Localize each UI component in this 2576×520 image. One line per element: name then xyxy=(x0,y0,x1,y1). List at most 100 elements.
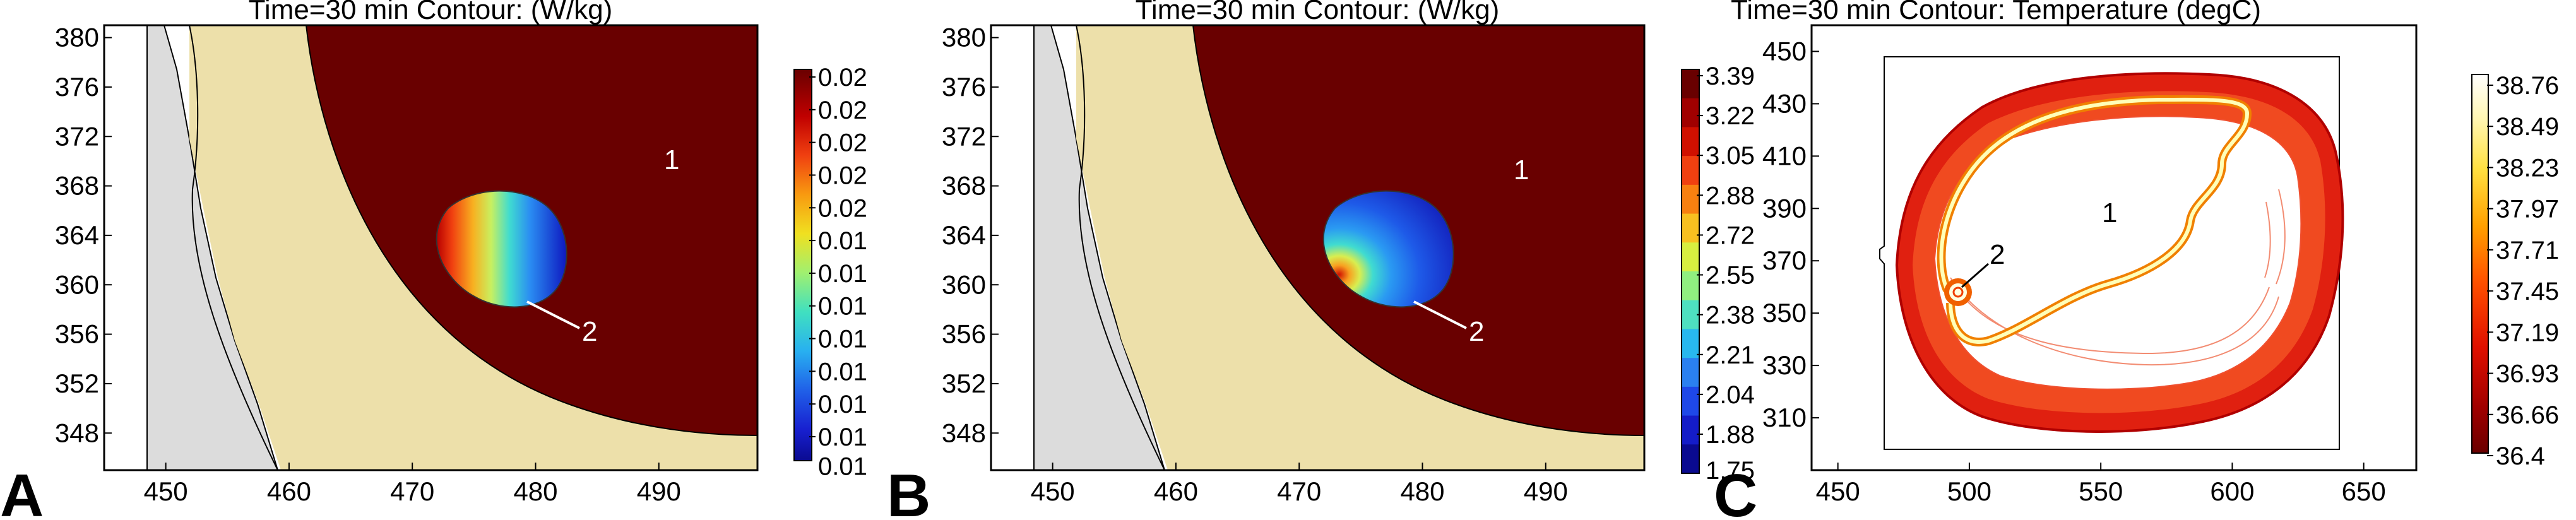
colorbar-step xyxy=(1682,242,1699,272)
panel-b: Time=30 min Contour: (W/kg) 1 2 450 460 47… xyxy=(887,0,1755,520)
colorbar-step xyxy=(1682,300,1699,329)
panel-b-tissue-lower xyxy=(1193,25,1644,470)
y-tick-label: 348 xyxy=(55,418,99,447)
colorbar-step xyxy=(1682,98,1699,127)
panel-a-colorbar-labels: 0.020.020.020.020.020.010.010.010.010.01… xyxy=(809,64,867,481)
panel-c-contour-1 xyxy=(1950,277,2279,366)
colorbar-label: 36.93 xyxy=(2496,360,2559,388)
colorbar-step xyxy=(1682,127,1699,157)
x-tick-label: 490 xyxy=(1524,476,1568,506)
colorbar-label: 0.02 xyxy=(818,97,867,124)
colorbar-step xyxy=(1682,415,1699,445)
panel-a-tissue-lower xyxy=(306,25,757,470)
panel-a-axes: 450 460 470 480 490 348 352 356 360 364 368 372 376 3… xyxy=(55,23,681,506)
y-tick-label: 368 xyxy=(942,171,986,201)
panel-a-region-label-1: 1 xyxy=(664,145,679,175)
panel-b-region-label-1: 1 xyxy=(1514,155,1529,186)
colorbar-step xyxy=(1682,184,1699,215)
panel-b-tissue-region xyxy=(1076,25,1193,470)
panel-c-region-label-2: 2 xyxy=(1990,239,2005,270)
x-tick-label: 480 xyxy=(513,476,557,506)
colorbar-label: 2.04 xyxy=(1706,381,1755,409)
colorbar-step xyxy=(1682,444,1699,474)
y-tick-label: 360 xyxy=(55,269,99,299)
panel-c: Time=30 min Contour: Temperature (degC) … xyxy=(1714,0,2559,520)
y-tick-label: 430 xyxy=(1762,88,1807,118)
colorbar-label: 2.38 xyxy=(1706,302,1755,329)
colorbar-label: 38.49 xyxy=(2496,113,2559,141)
colorbar-label: 0.02 xyxy=(818,162,867,189)
y-tick-label: 350 xyxy=(1762,298,1807,328)
panel-c-colorbar-labels: 38.76 38.49 38.23 37.97 37.71 37.45 37.19 36.93… xyxy=(2487,72,2559,470)
y-tick-label: 380 xyxy=(942,23,986,52)
y-tick-label: 356 xyxy=(55,319,99,349)
colorbar-frame xyxy=(1681,69,1700,474)
y-tick-label: 376 xyxy=(55,72,99,102)
colorbar-step xyxy=(1682,69,1699,99)
panel-b-colorbar xyxy=(1681,69,1700,474)
y-tick-label: 330 xyxy=(1762,350,1807,380)
colorbar-label: 2.88 xyxy=(1706,182,1755,210)
panel-b-title: Time=30 min Contour: (W/kg) xyxy=(1136,0,1500,25)
y-tick-label: 348 xyxy=(942,418,986,447)
x-tick-label: 460 xyxy=(267,476,311,506)
panel-c-region-label-1: 1 xyxy=(2102,198,2117,228)
colorbar-label: 3.39 xyxy=(1706,62,1755,90)
colorbar-label: 36.4 xyxy=(2496,442,2545,470)
colorbar-step xyxy=(1682,213,1699,243)
y-tick-label: 364 xyxy=(55,220,99,250)
colorbar-step xyxy=(1682,271,1699,301)
panel-c-title: Time=30 min Contour: Temperature (degC) xyxy=(1731,0,2261,25)
panel-c-letter: C xyxy=(1714,462,1757,520)
y-tick-label: 376 xyxy=(942,72,986,102)
x-tick-label: 450 xyxy=(1816,476,1860,506)
panel-a-letter: A xyxy=(0,462,44,520)
panel-a: Time=30 min Contour: (W/kg) 1 2 450 460 47… xyxy=(0,0,867,520)
panel-a-tissue-region xyxy=(189,25,306,470)
colorbar-label: 38.76 xyxy=(2496,72,2559,100)
colorbar-step xyxy=(1682,358,1699,387)
x-tick-label: 450 xyxy=(144,476,188,506)
panel-c-contour-3 xyxy=(2276,189,2286,285)
panel-a-title: Time=30 min Contour: (W/kg) xyxy=(249,0,613,25)
colorbar-label: 37.71 xyxy=(2496,237,2559,264)
colorbar-label: 2.21 xyxy=(1706,341,1755,369)
y-tick-label: 352 xyxy=(55,369,99,398)
panel-b-letter: B xyxy=(887,462,930,520)
panel-b-region-label-2: 2 xyxy=(1469,316,1484,347)
y-tick-label: 352 xyxy=(942,369,986,398)
colorbar-label: 1.88 xyxy=(1706,421,1755,449)
panel-a-tissue-curve xyxy=(189,25,278,470)
panel-c-region-1-core xyxy=(1939,97,2250,344)
colorbar-label: 0.01 xyxy=(818,423,867,451)
x-tick-label: 480 xyxy=(1400,476,1444,506)
panel-c-axes: 450 500 550 600 650 310 330 350 370 390 410 430 450 xyxy=(1762,36,2386,506)
panel-c-colorbar xyxy=(2471,74,2489,454)
panel-b-colorbar-labels: 3.39 3.22 3.05 2.88 2.72 2.55 2.38 2.21 2.04 1.88… xyxy=(1697,62,1755,485)
colorbar-label: 3.05 xyxy=(1706,142,1755,170)
colorbar-label: 0.02 xyxy=(818,194,867,222)
y-tick-label: 410 xyxy=(1762,141,1807,170)
panel-c-region-2-core xyxy=(1952,287,1964,298)
colorbar-step xyxy=(1682,386,1699,417)
colorbar-label: 0.01 xyxy=(818,227,867,255)
colorbar-label: 0.01 xyxy=(818,260,867,288)
colorbar-label: 0.01 xyxy=(818,358,867,386)
y-tick-label: 390 xyxy=(1762,193,1807,223)
y-tick-label: 356 xyxy=(942,319,986,349)
colorbar-label: 36.66 xyxy=(2496,401,2559,429)
colorbar-label: 37.45 xyxy=(2496,278,2559,305)
y-tick-label: 372 xyxy=(55,121,99,151)
panel-a-plot-frame xyxy=(103,24,759,471)
x-tick-label: 650 xyxy=(2342,476,2386,506)
panel-a-region-2 xyxy=(436,190,567,308)
x-tick-label: 470 xyxy=(1277,476,1321,506)
x-tick-label: 600 xyxy=(2210,476,2254,506)
y-tick-label: 310 xyxy=(1762,403,1807,432)
colorbar-label: 0.01 xyxy=(818,326,867,353)
y-tick-label: 372 xyxy=(942,121,986,151)
panel-b-axes: 450 460 470 480 490 348 352 356 360 364 368 372 376 3… xyxy=(942,23,1568,506)
colorbar-step xyxy=(1682,156,1699,186)
colorbar-label: 3.22 xyxy=(1706,102,1755,130)
x-tick-label: 460 xyxy=(1154,476,1198,506)
